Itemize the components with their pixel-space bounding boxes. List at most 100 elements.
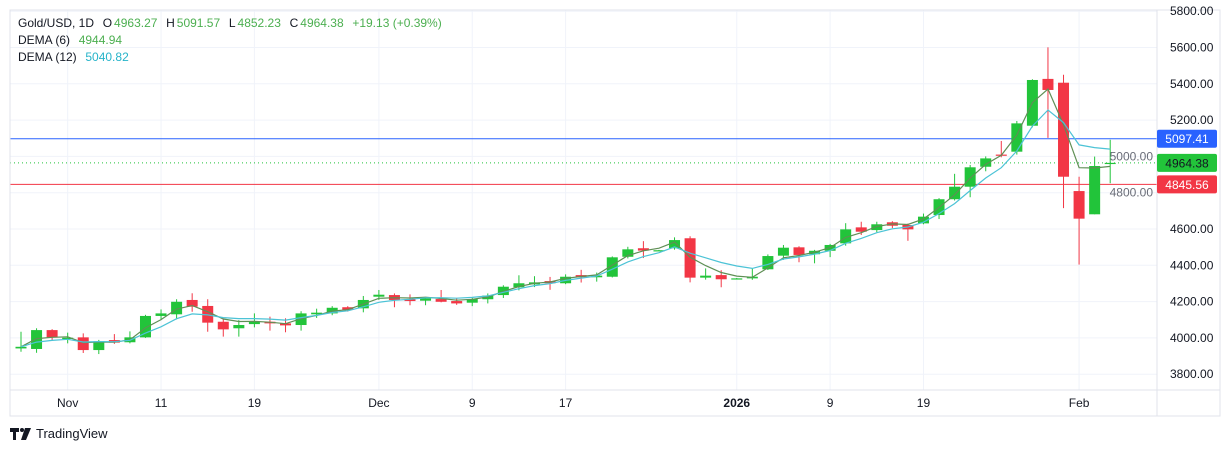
candle-body: [731, 278, 743, 280]
candle: [31, 328, 43, 353]
candle-body: [653, 250, 665, 252]
candle-body: [684, 238, 696, 278]
candle-body: [949, 186, 961, 200]
candle-body: [700, 275, 712, 278]
candle-body: [606, 257, 618, 277]
candle-body: [311, 312, 323, 315]
dema6-line: [20, 88, 1111, 348]
candle-body: [280, 323, 292, 326]
candle-body: [777, 247, 789, 256]
candle-body: [15, 346, 27, 349]
x-tick-label: Feb: [1069, 396, 1090, 410]
candle-body: [404, 299, 416, 302]
candle: [233, 320, 245, 337]
badge-label: 4845.56: [1165, 178, 1209, 192]
badge-label: 5097.41: [1165, 132, 1209, 146]
candle: [311, 308, 323, 318]
candle-body: [1073, 191, 1085, 219]
x-tick-label: Nov: [57, 396, 78, 410]
logo-text: TradingView: [36, 426, 108, 441]
candle: [155, 309, 167, 321]
candle: [15, 331, 27, 352]
tradingview-logo[interactable]: TradingView: [10, 426, 108, 441]
candle-body: [466, 299, 478, 303]
candle: [622, 246, 634, 259]
candle: [731, 278, 743, 280]
candle: [684, 236, 696, 283]
y-tick-label: 5200.00: [1170, 113, 1214, 127]
dema12-legend[interactable]: DEMA (12) 5040.82: [18, 49, 444, 66]
candle: [46, 329, 58, 341]
candle: [700, 268, 712, 280]
candle: [606, 256, 618, 278]
candle: [949, 173, 961, 201]
candle-body: [451, 301, 463, 304]
candle-body: [373, 294, 385, 297]
chart-legend: Gold/USD, 1D O 4963.27 H 5091.57 L 4852.23 …: [18, 15, 444, 66]
price-axis[interactable]: 3800.00 4000.00 4200.00 4400.00 4600.00 4800.…: [1110, 4, 1214, 381]
high-label: H: [166, 16, 175, 30]
close-label: C: [289, 16, 299, 30]
low-label: L: [228, 16, 236, 30]
dema6-value: 4944.94: [78, 33, 123, 47]
time-axis[interactable]: Nov 11 19 Dec 9 17 2026 9 19 Feb: [57, 396, 1090, 410]
candle: [420, 297, 432, 306]
badge-bg: [1157, 129, 1217, 148]
y-tick-label: 5800.00: [1170, 4, 1214, 18]
candle-body: [139, 315, 151, 338]
candle-body: [669, 240, 681, 249]
dema12-line: [20, 109, 1111, 348]
candle-body: [1011, 123, 1023, 152]
candle: [62, 332, 74, 344]
indicator-lines: [20, 88, 1111, 348]
candle-body: [93, 341, 105, 351]
candle: [746, 268, 758, 280]
candle-body: [840, 229, 852, 244]
candle: [139, 314, 151, 338]
candle: [451, 297, 463, 305]
candle-body: [762, 256, 774, 270]
dema12-label: DEMA (12): [18, 50, 77, 64]
x-tick-label: 2026: [723, 396, 750, 410]
candle: [186, 293, 198, 312]
x-tick-label: 9: [469, 396, 476, 410]
badge-bg: [1157, 153, 1217, 172]
candle: [1042, 47, 1054, 138]
high-price-badge: 5097.41: [1157, 129, 1217, 148]
chart-border: [9, 9, 1221, 417]
candle: [637, 241, 649, 259]
candle: [217, 318, 229, 337]
candle-body: [233, 325, 245, 329]
candle: [669, 237, 681, 250]
candle-body: [77, 337, 89, 351]
candle-body: [342, 307, 354, 310]
candle: [295, 311, 307, 331]
candle-body: [171, 301, 183, 315]
candle-body: [217, 321, 229, 330]
dema6-legend[interactable]: DEMA (6) 4944.94: [18, 32, 444, 49]
candle-body: [622, 249, 634, 257]
x-tick-label: 11: [155, 396, 168, 410]
chart-frame: [9, 9, 1221, 417]
x-tick-label: 19: [248, 396, 262, 410]
y-tick-label: 4400.00: [1170, 258, 1214, 272]
y-tick-label: 4200.00: [1170, 295, 1214, 309]
candle-body: [435, 299, 447, 302]
dema12-value: 5040.82: [85, 50, 129, 64]
candle-body: [31, 330, 43, 349]
candle-body: [793, 247, 805, 255]
candle-body: [46, 330, 58, 338]
y-tick-label: 5600.00: [1170, 41, 1214, 55]
candle: [653, 249, 665, 252]
low-value: 4852.23: [237, 16, 281, 30]
candle: [840, 223, 852, 246]
candle-body: [964, 167, 976, 187]
y-tick-label: 4800.00: [1110, 186, 1154, 200]
close-value: 4964.38: [300, 16, 344, 30]
candle: [1089, 156, 1101, 215]
candle-body: [1042, 78, 1054, 90]
badge-label: 4964.38: [1165, 156, 1209, 170]
symbol-label[interactable]: Gold/USD, 1D: [18, 16, 95, 30]
candle: [964, 164, 976, 198]
